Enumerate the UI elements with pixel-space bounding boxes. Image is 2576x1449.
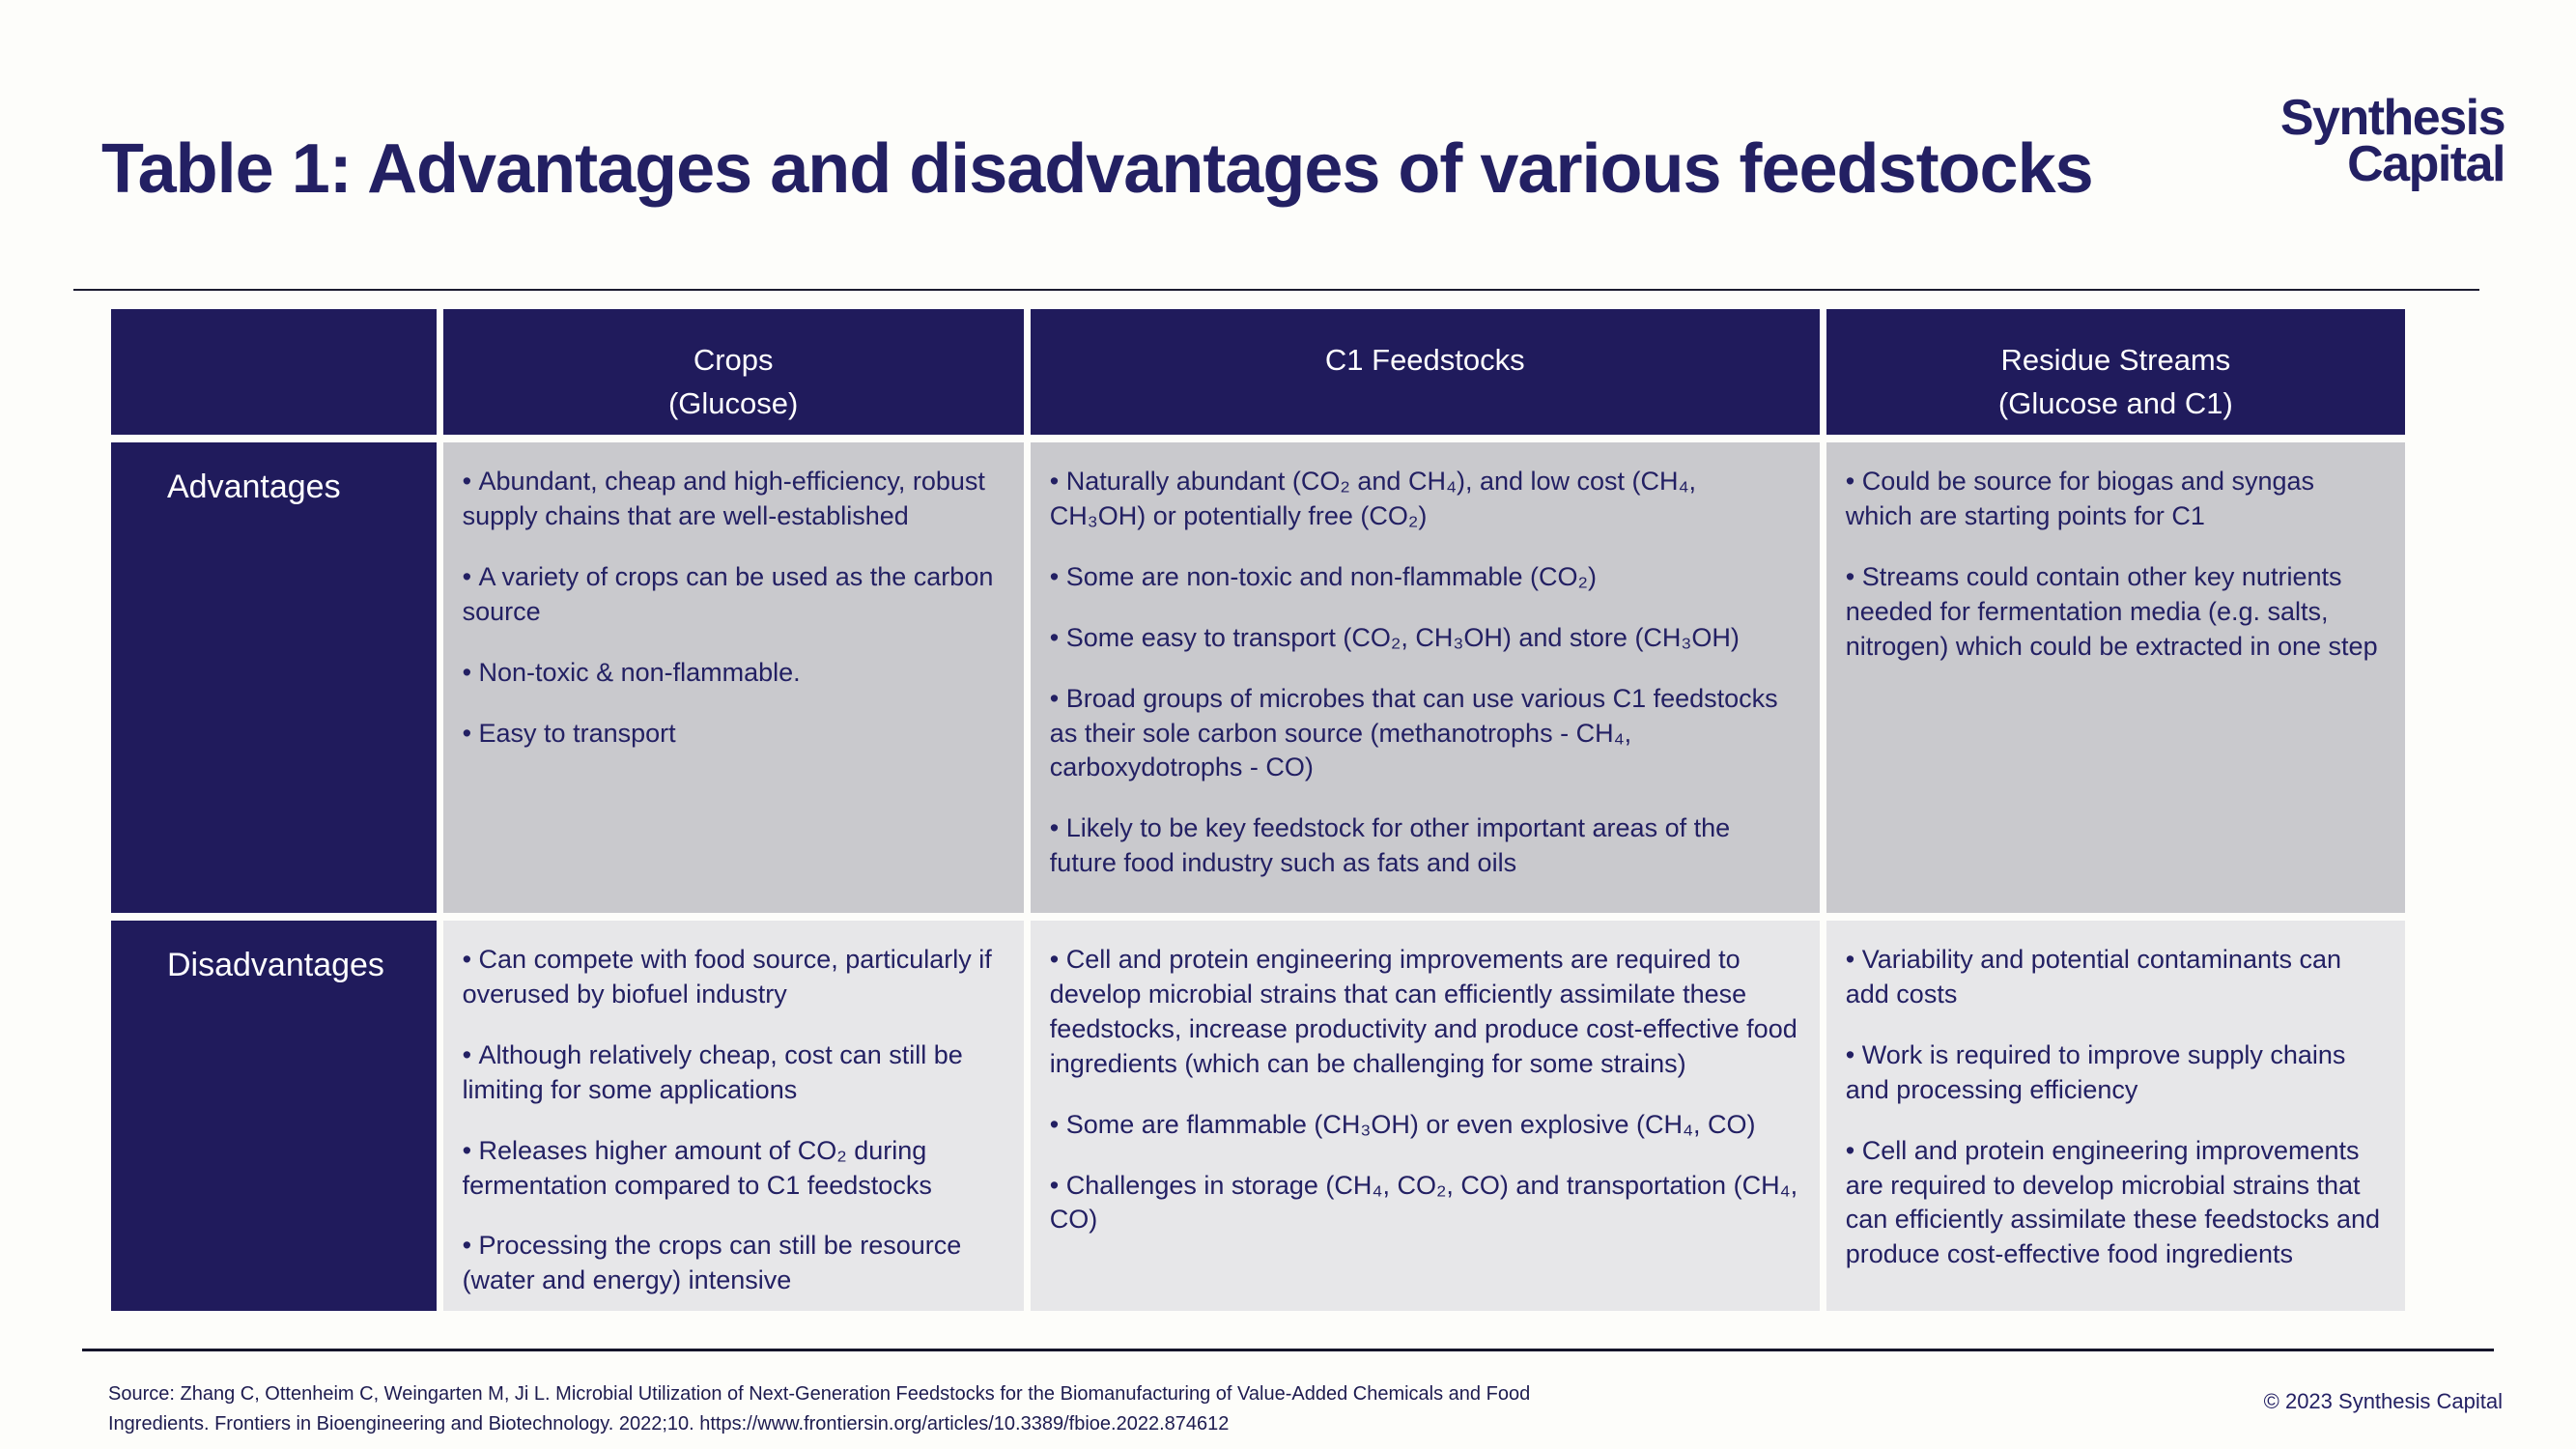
bullet-item: Streams could contain other key nutrient… xyxy=(1846,560,2384,665)
bottom-divider xyxy=(82,1349,2494,1351)
bullet-item: Naturally abundant (CO₂ and CH₄), and lo… xyxy=(1050,465,1798,534)
bullet-item: Likely to be key feedstock for other imp… xyxy=(1050,811,1798,881)
logo-line-2: Capital xyxy=(2347,136,2505,193)
bullet-item: Cell and protein engineering improvement… xyxy=(1846,1134,2384,1273)
column-header-residue-streams: Residue Streams (Glucose and C1) xyxy=(1826,309,2405,435)
column-header-crops: Crops (Glucose) xyxy=(442,309,1024,435)
cell-advantages-c1-feedstocks: Naturally abundant (CO₂ and CH₄), and lo… xyxy=(1030,442,1820,913)
bullet-item: Broad groups of microbes that can use va… xyxy=(1050,682,1798,786)
column-header-line: C1 Feedstocks xyxy=(1324,343,1525,377)
column-header-c1-feedstocks: C1 Feedstocks xyxy=(1030,309,1820,435)
cell-advantages-residue-streams: Could be source for biogas and syngas wh… xyxy=(1826,442,2405,913)
top-divider xyxy=(73,289,2479,291)
cell-disadvantages-residue-streams: Variability and potential contaminants c… xyxy=(1826,921,2405,1311)
column-header-blank xyxy=(111,309,437,435)
cell-disadvantages-c1-feedstocks: Cell and protein engineering improvement… xyxy=(1030,921,1820,1311)
logo-line-1: Synthesis xyxy=(2279,90,2506,146)
copyright: © 2023 Synthesis Capital xyxy=(2263,1389,2503,1413)
bullet-item: Could be source for biogas and syngas wh… xyxy=(1846,465,2384,534)
cell-disadvantages-crops: Can compete with food source, particular… xyxy=(442,921,1024,1311)
bullet-item: Cell and protein engineering improvement… xyxy=(1050,943,1798,1082)
synthesis-capital-logo: Synthesis Capital xyxy=(2279,90,2506,193)
cell-advantages-crops: Abundant, cheap and high-efficiency, rob… xyxy=(442,442,1024,913)
bullet-item: Some easy to transport (CO₂, CH₃OH) and … xyxy=(1050,621,1798,656)
bullet-item: Processing the crops can still be resour… xyxy=(463,1229,1003,1298)
feedstock-table: Crops (Glucose) C1 Feedstocks Residue Strea… xyxy=(111,309,2405,1311)
bullet-item: Variability and potential contaminants c… xyxy=(1846,943,2384,1012)
bullet-item: Although relatively cheap, cost can stil… xyxy=(463,1038,1003,1108)
bullet-item: Easy to transport xyxy=(463,717,1003,752)
bullet-item: Can compete with food source, particular… xyxy=(463,943,1003,1012)
bullet-item: Non-toxic & non-flammable. xyxy=(463,656,1003,691)
row-label-advantages: Advantages xyxy=(111,442,437,913)
column-header-line: (Glucose) xyxy=(667,385,799,420)
bullet-item: A variety of crops can be used as the ca… xyxy=(463,560,1003,630)
column-header-line: Residue Streams xyxy=(2000,343,2231,377)
source-citation: Source: Zhang C, Ottenheim C, Weingarten… xyxy=(108,1383,1531,1435)
column-header-line: Crops xyxy=(693,343,774,377)
bullet-item: Some are flammable (CH₃OH) or even explo… xyxy=(1050,1108,1798,1143)
page-title: Table 1: Advantages and disadvantages of… xyxy=(101,130,2094,209)
bullet-item: Some are non-toxic and non-flammable (CO… xyxy=(1050,560,1798,595)
bullet-item: Challenges in storage (CH₄, CO₂, CO) and… xyxy=(1050,1169,1798,1238)
row-label-disadvantages: Disadvantages xyxy=(111,921,437,1311)
bullet-item: Work is required to improve supply chain… xyxy=(1846,1038,2384,1108)
bullet-item: Abundant, cheap and high-efficiency, rob… xyxy=(463,465,1003,534)
bullet-item: Releases higher amount of CO₂ during fer… xyxy=(463,1134,1003,1204)
column-header-line: (Glucose and C1) xyxy=(1997,385,2233,420)
